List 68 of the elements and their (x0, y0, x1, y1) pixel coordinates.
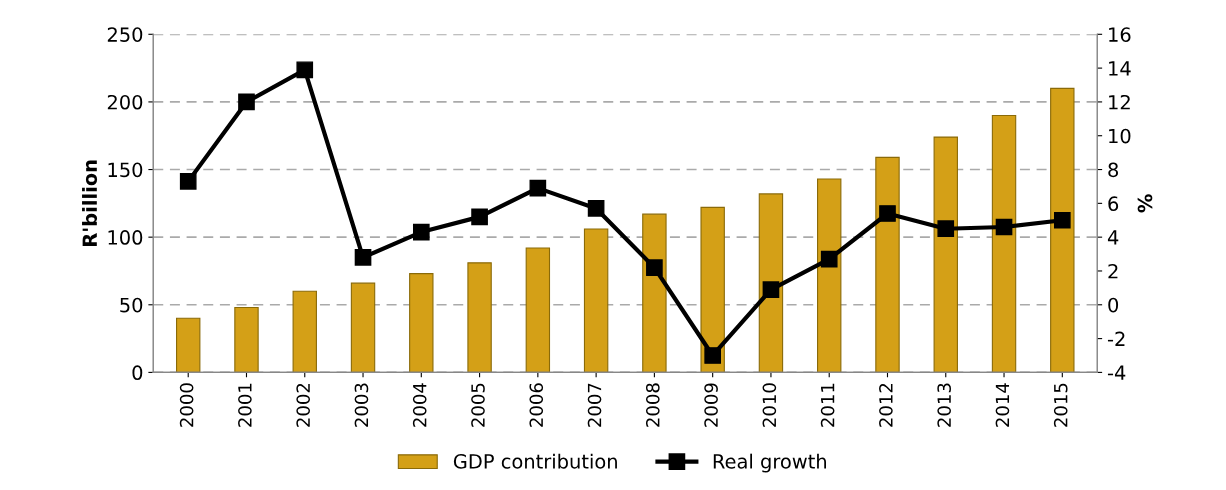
bar (991, 114, 1017, 373)
x-tick-label: 2003 (354, 383, 369, 427)
x-tick-label: 2006 (529, 383, 544, 427)
bar (817, 178, 842, 373)
y2-tick-label: 16 (1109, 27, 1131, 42)
x-tick-label: 2008 (645, 383, 660, 427)
bar (700, 206, 725, 373)
x-tick-label: 2000 (179, 383, 194, 427)
point (937, 220, 955, 238)
point (704, 347, 722, 364)
y-tick-label: 100 (108, 230, 143, 245)
bar (525, 247, 551, 373)
legend-label: Real growth (713, 453, 826, 473)
bar (583, 228, 609, 373)
point (179, 173, 197, 190)
y2-tick-label: -2 (1107, 331, 1125, 346)
bar (234, 306, 259, 373)
bar (176, 317, 201, 373)
x-tick-label: 2012 (879, 383, 893, 427)
y2-tick-label: 10 (1109, 128, 1131, 144)
y-axis-title: R'billion (82, 160, 98, 246)
x-tick-label: 2010 (762, 383, 777, 427)
bar (350, 282, 376, 373)
point (646, 259, 663, 276)
y2-tick-label: 4 (1107, 230, 1119, 245)
y-tick-label: 0 (132, 365, 143, 381)
y2-axis-title: % (1137, 194, 1153, 213)
x-tick-label: 2007 (587, 383, 602, 427)
x-tick-label: 2014 (995, 383, 1010, 427)
y2-tick-label: 14 (1109, 61, 1131, 76)
y2-tick-label: 12 (1109, 94, 1130, 110)
y-tick-label: 50 (120, 297, 143, 313)
point (412, 223, 430, 241)
x-tick-label: 2005 (471, 383, 485, 427)
y2-tick-label: 8 (1108, 162, 1119, 178)
bar (875, 156, 900, 373)
y2-tick-label: 2 (1108, 263, 1118, 279)
bar (1050, 87, 1075, 373)
bar (409, 273, 434, 373)
y2-tick-label: -4 (1107, 365, 1126, 380)
legend-label: GDP contribution (453, 453, 617, 469)
x-tick-label: 2015 (1053, 383, 1068, 427)
point (238, 93, 255, 111)
bar (933, 136, 958, 373)
y-tick-label: 250 (107, 27, 143, 42)
point (471, 208, 488, 226)
point (879, 205, 896, 222)
y2-tick-label: 6 (1108, 196, 1119, 212)
y-tick-label: 150 (108, 162, 143, 178)
y2-tick-label: 0 (1108, 297, 1119, 313)
x-tick-label: 2013 (937, 383, 951, 427)
point (354, 249, 372, 266)
point (296, 61, 314, 79)
bar (292, 290, 317, 373)
point (762, 281, 780, 298)
bar (758, 193, 784, 373)
x-tick-label: 2011 (820, 383, 835, 427)
bar (467, 262, 492, 373)
point (820, 250, 838, 268)
point (1053, 211, 1071, 229)
x-tick-label: 2004 (412, 383, 427, 427)
y-tick-label: 200 (107, 94, 143, 110)
point (995, 218, 1013, 236)
point (529, 179, 547, 197)
point (587, 200, 605, 217)
x-tick-label: 2002 (296, 383, 310, 427)
x-tick-label: 2009 (704, 383, 718, 427)
x-tick-label: 2001 (238, 383, 252, 427)
